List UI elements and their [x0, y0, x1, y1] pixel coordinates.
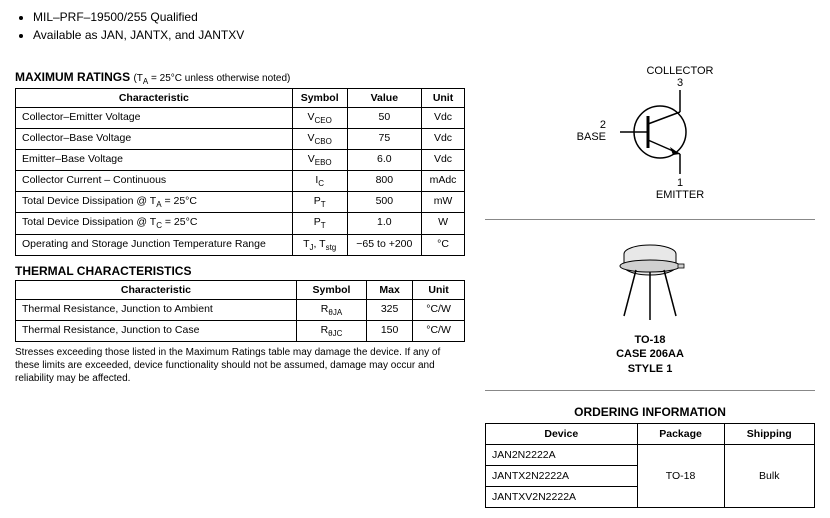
sym: RθJC — [296, 320, 366, 341]
package-line3: STYLE 1 — [485, 362, 815, 376]
table-row: Thermal Resistance, Junction to Ambient … — [16, 299, 465, 320]
table-row: Collector Current – Continuous IC 800 mA… — [16, 171, 465, 192]
ordering-table: Device Package Shipping JAN2N2222A TO-18… — [485, 423, 815, 508]
max-ratings-title-text: MAXIMUM RATINGS — [15, 70, 130, 84]
sym: VCEO — [292, 108, 347, 129]
collector-pin: 3 — [677, 77, 683, 89]
package-line2: CASE 206AA — [485, 347, 815, 361]
base-label: BASE — [577, 131, 606, 143]
sym: VEBO — [292, 150, 347, 171]
separator — [485, 390, 815, 391]
table-row: Operating and Storage Junction Temperatu… — [16, 234, 465, 255]
char: Total Device Dissipation @ TA = 25°C — [16, 192, 293, 213]
emitter-label: EMITTER — [656, 189, 704, 201]
col-device: Device — [486, 423, 638, 444]
col-value: Max — [367, 280, 413, 299]
table-row: Collector–Base Voltage VCBO 75 Vdc — [16, 129, 465, 150]
thermal-table: Characteristic Symbol Max Unit Thermal R… — [15, 280, 465, 342]
package-line1: TO-18 — [485, 333, 815, 347]
thermal-title: THERMAL CHARACTERISTICS — [15, 264, 465, 278]
sym: TJ, Tstg — [292, 234, 347, 255]
col-value: Value — [347, 89, 421, 108]
footnote: Stresses exceeding those listed in the M… — [15, 346, 465, 385]
col-symbol: Symbol — [292, 89, 347, 108]
table-row: Total Device Dissipation @ TC = 25°C PT … — [16, 213, 465, 234]
max-ratings-table: Characteristic Symbol Value Unit Collect… — [15, 88, 465, 256]
col-unit: Unit — [413, 280, 465, 299]
max-ratings-note: (TA = 25°C unless otherwise noted) — [133, 73, 290, 84]
col-shipping: Shipping — [724, 423, 815, 444]
device-cell: JANTX2N2222A — [486, 465, 638, 486]
separator — [485, 219, 815, 220]
col-characteristic: Characteristic — [16, 280, 297, 299]
device-cell: JAN2N2222A — [486, 444, 638, 465]
sym: RθJA — [296, 299, 366, 320]
shipping-cell: Bulk — [724, 444, 815, 507]
ordering-title: ORDERING INFORMATION — [485, 405, 815, 419]
transistor-schematic: COLLECTOR 3 2 BASE 1 EMITTER — [485, 62, 815, 205]
feature-item: MIL–PRF–19500/255 Qualified — [33, 10, 815, 24]
package-drawing — [485, 234, 815, 327]
table-row: Total Device Dissipation @ TA = 25°C PT … — [16, 192, 465, 213]
col-symbol: Symbol — [296, 280, 366, 299]
feature-item: Available as JAN, JANTX, and JANTXV — [33, 28, 815, 42]
package-caption: TO-18 CASE 206AA STYLE 1 — [485, 333, 815, 376]
package-cell: TO-18 — [637, 444, 724, 507]
table-row: Thermal Resistance, Junction to Case RθJ… — [16, 320, 465, 341]
emitter-pin: 1 — [677, 177, 683, 189]
table-row: Emitter–Base Voltage VEBO 6.0 Vdc — [16, 150, 465, 171]
sym: VCBO — [292, 129, 347, 150]
sym: PT — [292, 192, 347, 213]
sym: IC — [292, 171, 347, 192]
collector-label: COLLECTOR — [646, 65, 713, 77]
char: Total Device Dissipation @ TC = 25°C — [16, 213, 293, 234]
col-unit: Unit — [422, 89, 465, 108]
table-row: Collector–Emitter Voltage VCEO 50 Vdc — [16, 108, 465, 129]
device-cell: JANTXV2N2222A — [486, 486, 638, 507]
col-package: Package — [637, 423, 724, 444]
sym: PT — [292, 213, 347, 234]
max-ratings-title: MAXIMUM RATINGS (TA = 25°C unless otherw… — [15, 70, 465, 86]
col-characteristic: Characteristic — [16, 89, 293, 108]
base-pin: 2 — [600, 119, 606, 131]
feature-list: MIL–PRF–19500/255 Qualified Available as… — [15, 10, 815, 42]
